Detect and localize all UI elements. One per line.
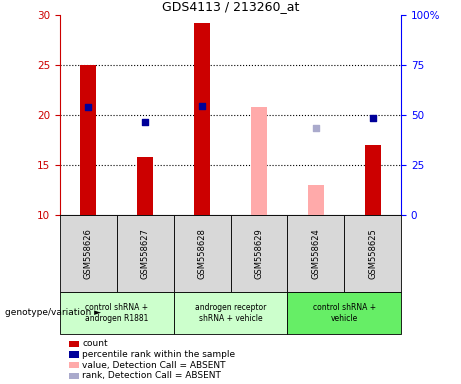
Text: value, Detection Call = ABSENT: value, Detection Call = ABSENT [82, 361, 225, 370]
Bar [194, 23, 210, 215]
Point [369, 115, 376, 121]
Text: GSM558629: GSM558629 [254, 228, 263, 279]
Point [85, 104, 92, 110]
Text: genotype/variation ►: genotype/variation ► [5, 308, 100, 318]
Bar [60, 292, 174, 334]
Text: GSM558625: GSM558625 [368, 228, 377, 279]
Bar [251, 107, 267, 215]
Bar [80, 65, 96, 215]
Point [312, 125, 319, 131]
Bar [117, 215, 174, 292]
Bar [174, 292, 287, 334]
Bar [230, 215, 287, 292]
Point [198, 103, 206, 109]
Title: GDS4113 / 213260_at: GDS4113 / 213260_at [162, 0, 299, 13]
Bar [174, 215, 230, 292]
Bar [60, 215, 117, 292]
Text: rank, Detection Call = ABSENT: rank, Detection Call = ABSENT [82, 371, 221, 381]
Text: percentile rank within the sample: percentile rank within the sample [82, 350, 235, 359]
Bar [365, 145, 381, 215]
Text: GSM558628: GSM558628 [198, 228, 207, 279]
Text: count: count [82, 339, 108, 348]
Bar [137, 157, 153, 215]
Text: GSM558626: GSM558626 [84, 228, 93, 279]
Bar [344, 215, 401, 292]
Point [142, 119, 149, 125]
Text: control shRNA +
vehicle: control shRNA + vehicle [313, 303, 376, 323]
Text: GSM558624: GSM558624 [311, 228, 320, 279]
Text: GSM558627: GSM558627 [141, 228, 150, 279]
Text: androgen receptor
shRNA + vehicle: androgen receptor shRNA + vehicle [195, 303, 266, 323]
Bar [287, 292, 401, 334]
Bar [308, 185, 324, 215]
Text: control shRNA +
androgen R1881: control shRNA + androgen R1881 [85, 303, 148, 323]
Bar [287, 215, 344, 292]
